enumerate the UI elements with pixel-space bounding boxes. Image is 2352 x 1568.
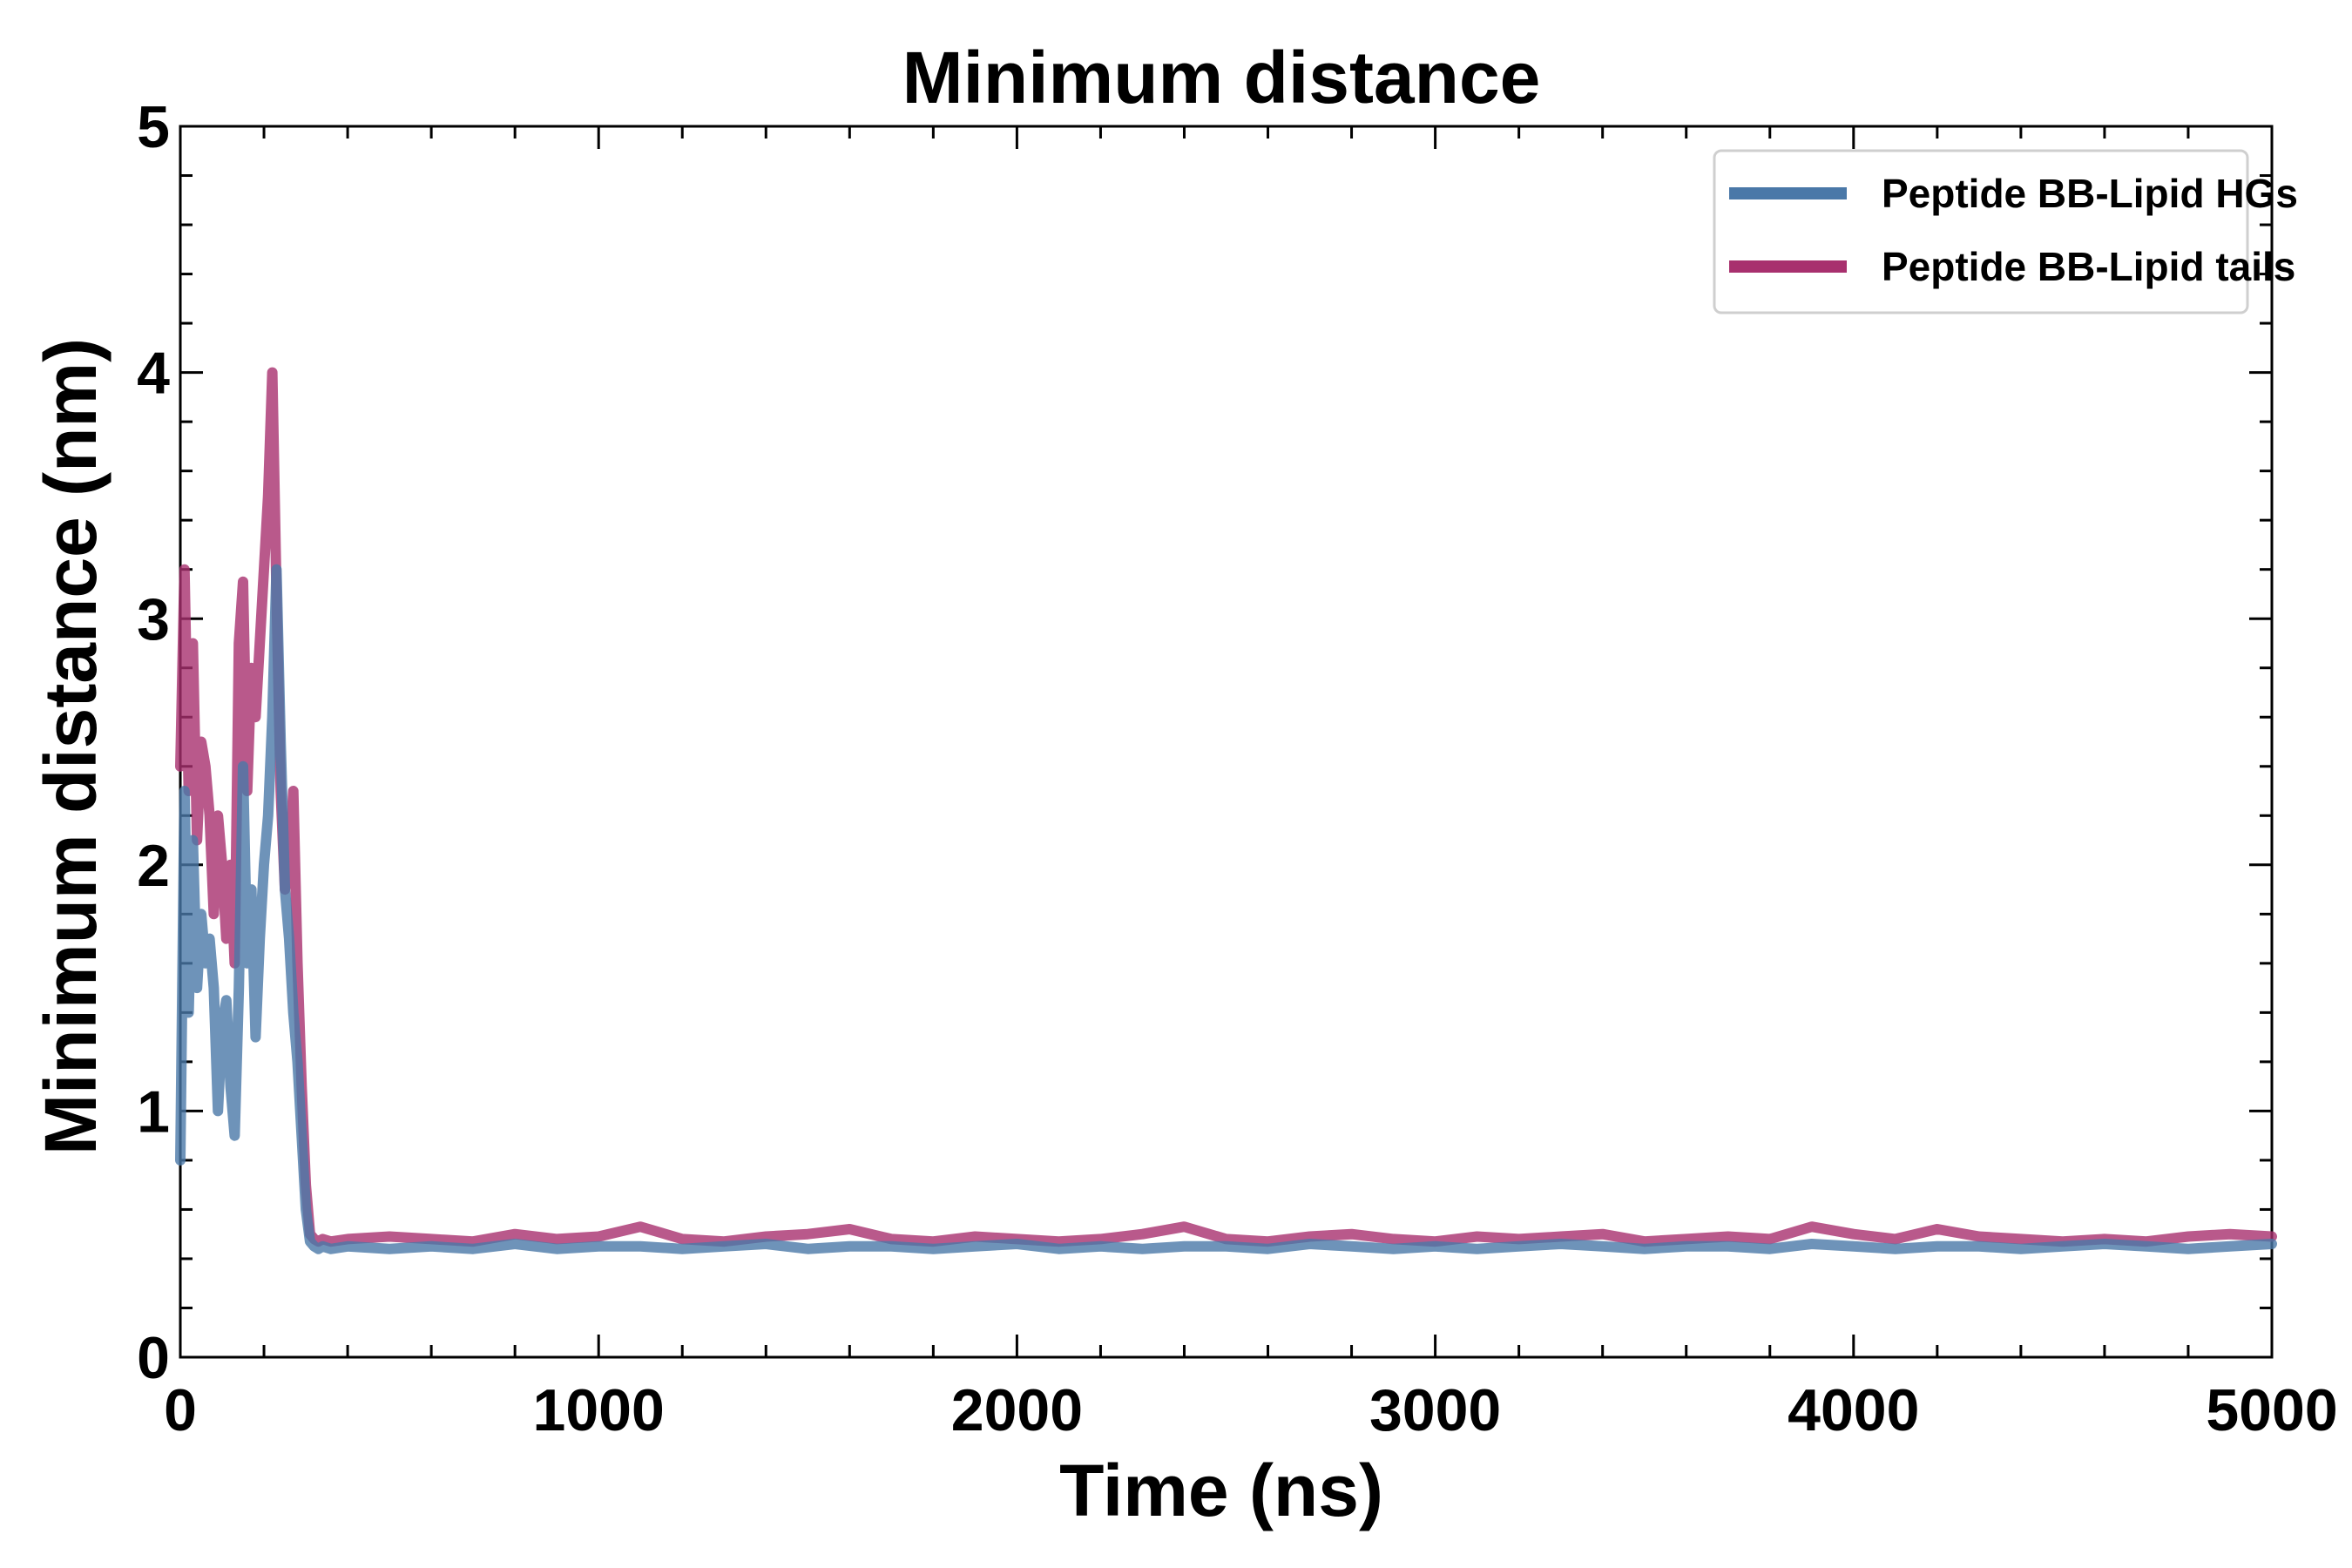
y-tick-label: 0 xyxy=(137,1325,170,1391)
series-line-lipid-hgs xyxy=(175,564,2277,1254)
x-tick-label: 3000 xyxy=(1369,1377,1501,1443)
x-tick-labels: 0 1000 2000 3000 4000 5000 xyxy=(164,1377,2338,1443)
x-axis-label: Time (ns) xyxy=(1059,1450,1383,1531)
y-tick-label: 2 xyxy=(137,833,170,899)
y-tick-label: 4 xyxy=(137,341,170,407)
x-tick-label: 5000 xyxy=(2206,1377,2337,1443)
series-line-lipid-tails xyxy=(175,367,2277,1247)
plot-area xyxy=(175,125,2277,1359)
y-axis-label: Minimum distance (nm) xyxy=(30,338,112,1155)
y-tick-label: 5 xyxy=(137,94,170,160)
y-tick-label: 1 xyxy=(137,1078,170,1145)
y-tick-labels: 0 1 2 3 4 5 xyxy=(137,94,170,1391)
chart-title: Minimum distance xyxy=(902,37,1541,118)
series-lines xyxy=(175,367,2277,1254)
y-tick-label: 3 xyxy=(137,586,170,652)
x-tick-label: 0 xyxy=(164,1377,197,1443)
legend: Peptide BB-Lipid HGs Peptide BB-Lipid tai… xyxy=(1713,149,2298,314)
x-tick-label: 2000 xyxy=(951,1377,1083,1443)
x-tick-label: 4000 xyxy=(1788,1377,1919,1443)
legend-label-lipid-tails: Peptide BB-Lipid tails xyxy=(1882,244,2295,289)
legend-box xyxy=(1713,149,2249,314)
x-tick-label: 1000 xyxy=(533,1377,665,1443)
legend-label-lipid-hgs: Peptide BB-Lipid HGs xyxy=(1882,171,2298,216)
